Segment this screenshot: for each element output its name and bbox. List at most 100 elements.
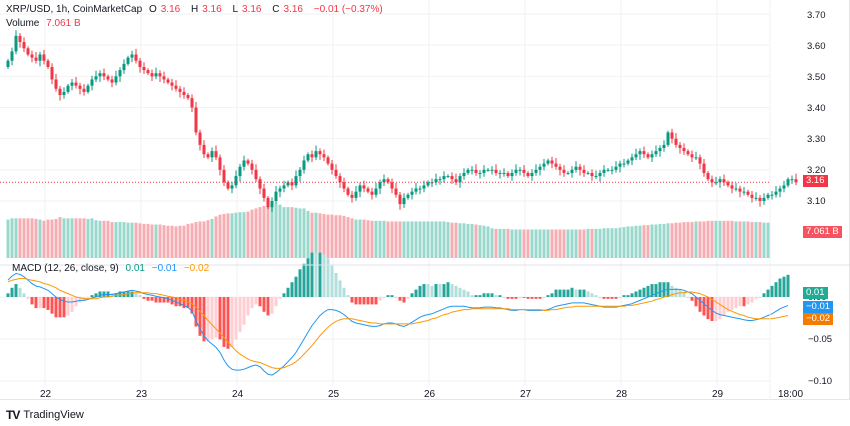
candle-body xyxy=(550,160,554,164)
candle-body xyxy=(742,191,746,193)
candle-body xyxy=(366,188,370,192)
candle-body xyxy=(442,176,446,180)
macd-hist-bar xyxy=(62,297,66,318)
candle-body xyxy=(122,63,126,71)
volume-bar xyxy=(238,212,242,258)
volume-bar xyxy=(542,229,546,258)
volume-label[interactable]: Volume xyxy=(6,18,40,29)
macd-title[interactable]: MACD (12, 26, close, 9) xyxy=(12,263,119,274)
macd-hist-bar xyxy=(186,297,190,309)
candle-body xyxy=(282,185,286,189)
volume-bar xyxy=(318,213,322,258)
price-tick: 3.30 xyxy=(807,134,826,145)
volume-bar xyxy=(346,217,350,258)
candle-body xyxy=(370,191,374,195)
macd-hist-bar xyxy=(774,282,778,297)
candle-body xyxy=(306,154,310,161)
chart-canvas[interactable]: 3.70 3.60 3.50 3.40 3.30 3.20 3.10 0.00 … xyxy=(0,0,850,400)
macd-hist-bar xyxy=(218,297,222,340)
macd-line xyxy=(7,272,789,376)
macd-hist-bar xyxy=(506,297,510,299)
macd-hist-bar xyxy=(782,276,786,297)
price-axis[interactable]: 3.70 3.60 3.50 3.40 3.30 3.20 3.10 xyxy=(807,10,826,207)
macd-hist-bar xyxy=(754,297,758,299)
date-tick: 29 xyxy=(712,389,724,400)
macd-hist-bar xyxy=(230,297,234,347)
volume-bar xyxy=(658,223,662,258)
volume-bar xyxy=(410,221,414,258)
volume-bar xyxy=(402,221,406,258)
macd-hist-badge: 0.01 xyxy=(803,287,828,299)
macd-hist-bar xyxy=(690,297,694,301)
macd-hist-bar xyxy=(414,289,418,297)
volume-bar xyxy=(166,225,170,258)
macd-hist-bar xyxy=(642,287,646,297)
volume-bar xyxy=(390,221,394,258)
volume-bar xyxy=(146,223,150,258)
macd-hist-bar xyxy=(526,297,530,299)
ohlc-high: H 3.16 xyxy=(190,4,222,15)
candle-body xyxy=(578,166,582,170)
candle-body xyxy=(434,179,438,183)
macd-hist-bar xyxy=(750,297,754,303)
volume-bar xyxy=(126,222,130,258)
volume-bar xyxy=(82,218,86,258)
macd-hist-bar xyxy=(278,297,282,299)
tradingview-logo[interactable]: TV TradingView xyxy=(6,408,84,422)
candle-body xyxy=(418,188,422,190)
volume-bar xyxy=(642,225,646,258)
macd-hist-bar xyxy=(38,297,42,309)
candle-body xyxy=(654,151,658,155)
volume-bar xyxy=(482,225,486,258)
candle-body xyxy=(602,169,606,173)
price-change: −0.01 (−0.37%) xyxy=(313,4,383,15)
volume-bar xyxy=(90,218,94,258)
price-badge: 3.16 xyxy=(803,175,828,187)
price-legend: XRP/USD, 1h, CoinMarketCap O 3.16 H 3.16 L… xyxy=(6,4,387,15)
volume-bar xyxy=(218,214,222,258)
candle-body xyxy=(534,169,538,173)
macd-hist-bar xyxy=(466,291,470,297)
macd-hist-bar xyxy=(594,295,598,297)
macd-hist-bar xyxy=(334,272,338,297)
volume-bar xyxy=(458,223,462,258)
macd-hist-bar xyxy=(682,291,686,297)
candle-body xyxy=(106,76,110,80)
macd-hist-bar xyxy=(626,295,630,297)
volume-bar xyxy=(70,218,74,258)
candle-body xyxy=(126,57,130,64)
time-axis[interactable]: 22 23 24 25 26 27 28 29 18:00 xyxy=(40,389,803,400)
candle-body xyxy=(226,182,230,189)
volume-bar xyxy=(122,222,126,258)
macd-hist-bar xyxy=(550,293,554,297)
candle-body xyxy=(598,172,602,177)
volume-bar xyxy=(202,221,206,258)
macd-line-value: −0.01 xyxy=(151,263,178,274)
volume-bar xyxy=(118,222,122,258)
volume-bar xyxy=(418,221,422,258)
volume-bar xyxy=(230,213,234,258)
date-tick: 25 xyxy=(328,389,340,400)
volume-bar xyxy=(474,224,478,258)
volume-bar xyxy=(34,218,38,258)
macd-hist-bar xyxy=(130,291,134,297)
macd-hist-bar xyxy=(370,297,374,305)
candle-body xyxy=(138,60,142,67)
candle-body xyxy=(394,188,398,195)
macd-hist-bar xyxy=(462,289,466,297)
candle-body xyxy=(518,169,522,171)
symbol-title[interactable]: XRP/USD, 1h, CoinMarketCap xyxy=(6,4,143,15)
macd-hist-bar xyxy=(706,297,710,320)
candle-body xyxy=(586,172,590,174)
macd-hist-bar xyxy=(190,297,194,314)
volume-bar xyxy=(282,207,286,258)
volume-bar xyxy=(22,218,26,258)
volume-bar xyxy=(574,229,578,258)
macd-hist-bar xyxy=(410,293,414,297)
candle-body xyxy=(734,188,738,190)
chart-frame[interactable]: 3.70 3.60 3.50 3.40 3.30 3.20 3.10 0.00 … xyxy=(0,0,850,400)
macd-hist-bar xyxy=(142,297,146,299)
macd-hist-bar xyxy=(330,265,334,297)
candle-body xyxy=(250,163,254,170)
candle-body xyxy=(10,51,14,61)
